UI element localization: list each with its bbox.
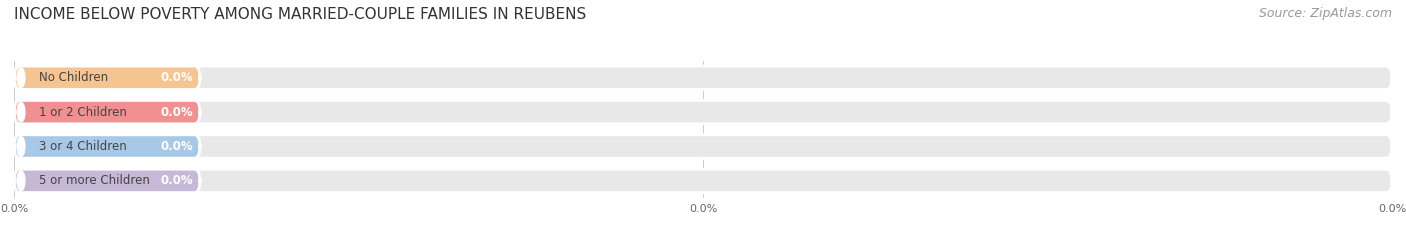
FancyBboxPatch shape (14, 169, 1392, 192)
Text: 0.0%: 0.0% (160, 140, 193, 153)
FancyBboxPatch shape (14, 100, 200, 124)
Circle shape (17, 171, 25, 191)
FancyBboxPatch shape (14, 100, 1392, 124)
Circle shape (17, 137, 25, 156)
Circle shape (17, 102, 25, 122)
Text: 0.0%: 0.0% (160, 71, 193, 84)
FancyBboxPatch shape (14, 66, 1392, 89)
Text: Source: ZipAtlas.com: Source: ZipAtlas.com (1258, 7, 1392, 20)
Text: 1 or 2 Children: 1 or 2 Children (39, 106, 127, 119)
Text: 0.0%: 0.0% (160, 174, 193, 187)
FancyBboxPatch shape (14, 135, 1392, 158)
Text: 3 or 4 Children: 3 or 4 Children (39, 140, 127, 153)
Text: 0.0%: 0.0% (160, 106, 193, 119)
FancyBboxPatch shape (14, 169, 200, 192)
FancyBboxPatch shape (14, 135, 200, 158)
Circle shape (17, 68, 25, 88)
Text: 5 or more Children: 5 or more Children (39, 174, 149, 187)
FancyBboxPatch shape (14, 66, 200, 89)
Text: INCOME BELOW POVERTY AMONG MARRIED-COUPLE FAMILIES IN REUBENS: INCOME BELOW POVERTY AMONG MARRIED-COUPL… (14, 7, 586, 22)
Text: No Children: No Children (39, 71, 108, 84)
